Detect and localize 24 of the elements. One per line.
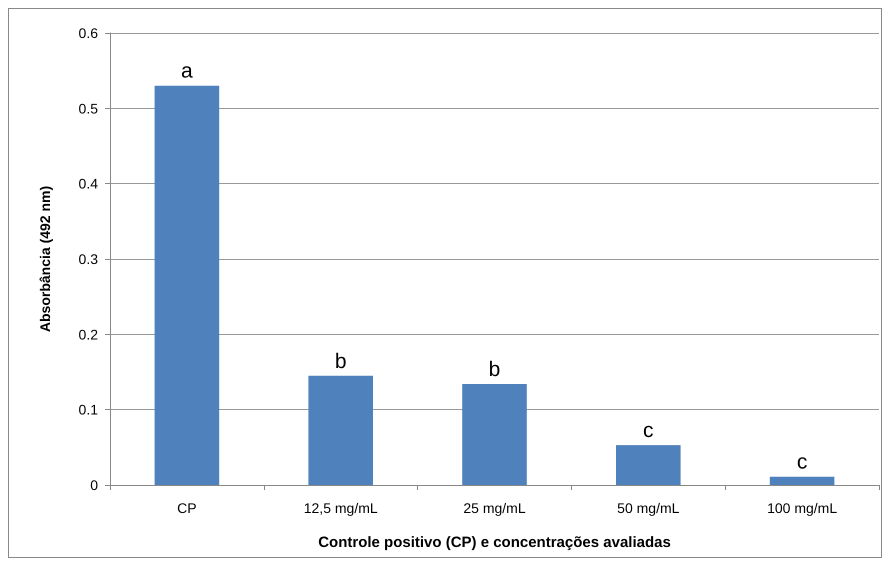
y-tick-label: 0.1 (78, 402, 98, 418)
x-axis-title: Controle positivo (CP) e concentrações avaliadas (318, 534, 671, 551)
x-tick-label: 100 mg/mL (767, 500, 838, 516)
bar (308, 376, 373, 485)
y-tick-label: 0 (90, 477, 98, 493)
y-tick-label: 0.3 (78, 251, 98, 267)
y-tick-label: 0.6 (78, 25, 98, 41)
x-tick-label: 50 mg/mL (617, 500, 680, 516)
y-tick-label: 0.4 (78, 176, 98, 192)
y-tick-label: 0.5 (78, 100, 98, 116)
y-axis-title: Absorbância (492 nm) (37, 186, 53, 332)
x-tick-label: 25 mg/mL (463, 500, 526, 516)
bar (770, 476, 834, 485)
annotation: c (643, 419, 654, 442)
x-tick-label: CP (177, 500, 197, 516)
y-tick-label: 0.2 (78, 326, 98, 342)
annotation: c (796, 450, 808, 474)
annotation: b (334, 350, 347, 373)
bar (462, 384, 527, 485)
annotation: b (488, 358, 500, 382)
bar (616, 445, 681, 485)
x-tick-label: 12,5 mg/mL (304, 500, 378, 516)
annotation: a (181, 60, 194, 83)
bar (154, 86, 220, 485)
